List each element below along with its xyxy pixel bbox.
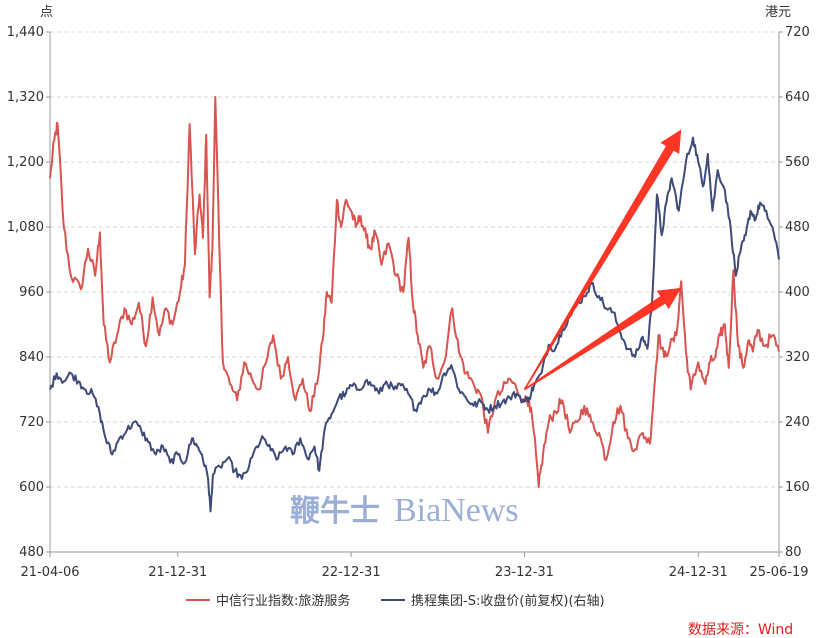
right-axis-unit: 港元	[765, 5, 791, 20]
x-tick-label: 25-06-19	[749, 565, 808, 580]
left-y-tick-label: 960	[19, 285, 44, 300]
right-y-tick-label: 480	[785, 220, 810, 235]
series-line-trip-price	[49, 136, 780, 513]
left-y-tick-label: 600	[19, 480, 44, 495]
left-axis-unit: 点	[40, 5, 53, 20]
annotation-arrow	[523, 129, 682, 390]
right-y-tick-label: 240	[785, 415, 810, 430]
x-tick-label: 22-12-31	[322, 565, 381, 580]
right-y-tick-label: 400	[785, 285, 810, 300]
left-y-tick-label: 1,440	[7, 25, 44, 40]
data-source: 数据来源：Wind	[688, 622, 793, 638]
right-y-tick-label: 320	[785, 350, 810, 365]
right-y-tick-label: 160	[785, 480, 810, 495]
legend: 中信行业指数:旅游服务 携程集团-S:收盘价(前复权)(右轴)	[186, 593, 605, 609]
x-tick-label: 21-12-31	[148, 565, 207, 580]
left-y-ticks: 480 600 720 840 960 1,080 1,200 1,320 1,440	[7, 25, 50, 560]
x-tick-label: 24-12-31	[669, 565, 728, 580]
watermark: 鞭牛士 BiaNews	[290, 492, 519, 529]
right-y-tick-label: 80	[785, 545, 802, 560]
left-y-tick-label: 1,080	[7, 220, 44, 235]
x-tick-label: 21-04-06	[20, 565, 79, 580]
right-y-tick-label: 560	[785, 155, 810, 170]
series-line-tourism-index	[49, 96, 780, 488]
right-y-tick-label: 640	[785, 90, 810, 105]
x-ticks: 21-04-06 21-12-31 22-12-31 23-12-31 24-12-31…	[20, 552, 809, 580]
left-y-tick-label: 1,200	[7, 155, 44, 170]
annotation-arrows	[523, 129, 682, 391]
left-y-tick-label: 720	[19, 415, 44, 430]
legend-label-trip-price: 携程集团-S:收盘价(前复权)(右轴)	[411, 593, 605, 609]
x-tick-label: 23-12-31	[495, 565, 554, 580]
gridlines	[50, 31, 779, 488]
right-y-tick-label: 720	[785, 25, 810, 40]
left-y-tick-label: 1,320	[7, 90, 44, 105]
series-layer	[49, 96, 780, 513]
left-y-tick-label: 840	[19, 350, 44, 365]
annotation-arrow	[524, 287, 682, 391]
left-y-tick-label: 480	[19, 545, 44, 560]
watermark-cn: 鞭牛士	[290, 494, 380, 529]
legend-label-tourism-index: 中信行业指数:旅游服务	[216, 593, 350, 609]
right-y-ticks: 80 160 240 320 400 480 560 640 720	[779, 25, 810, 560]
watermark-en: BiaNews	[394, 492, 519, 529]
